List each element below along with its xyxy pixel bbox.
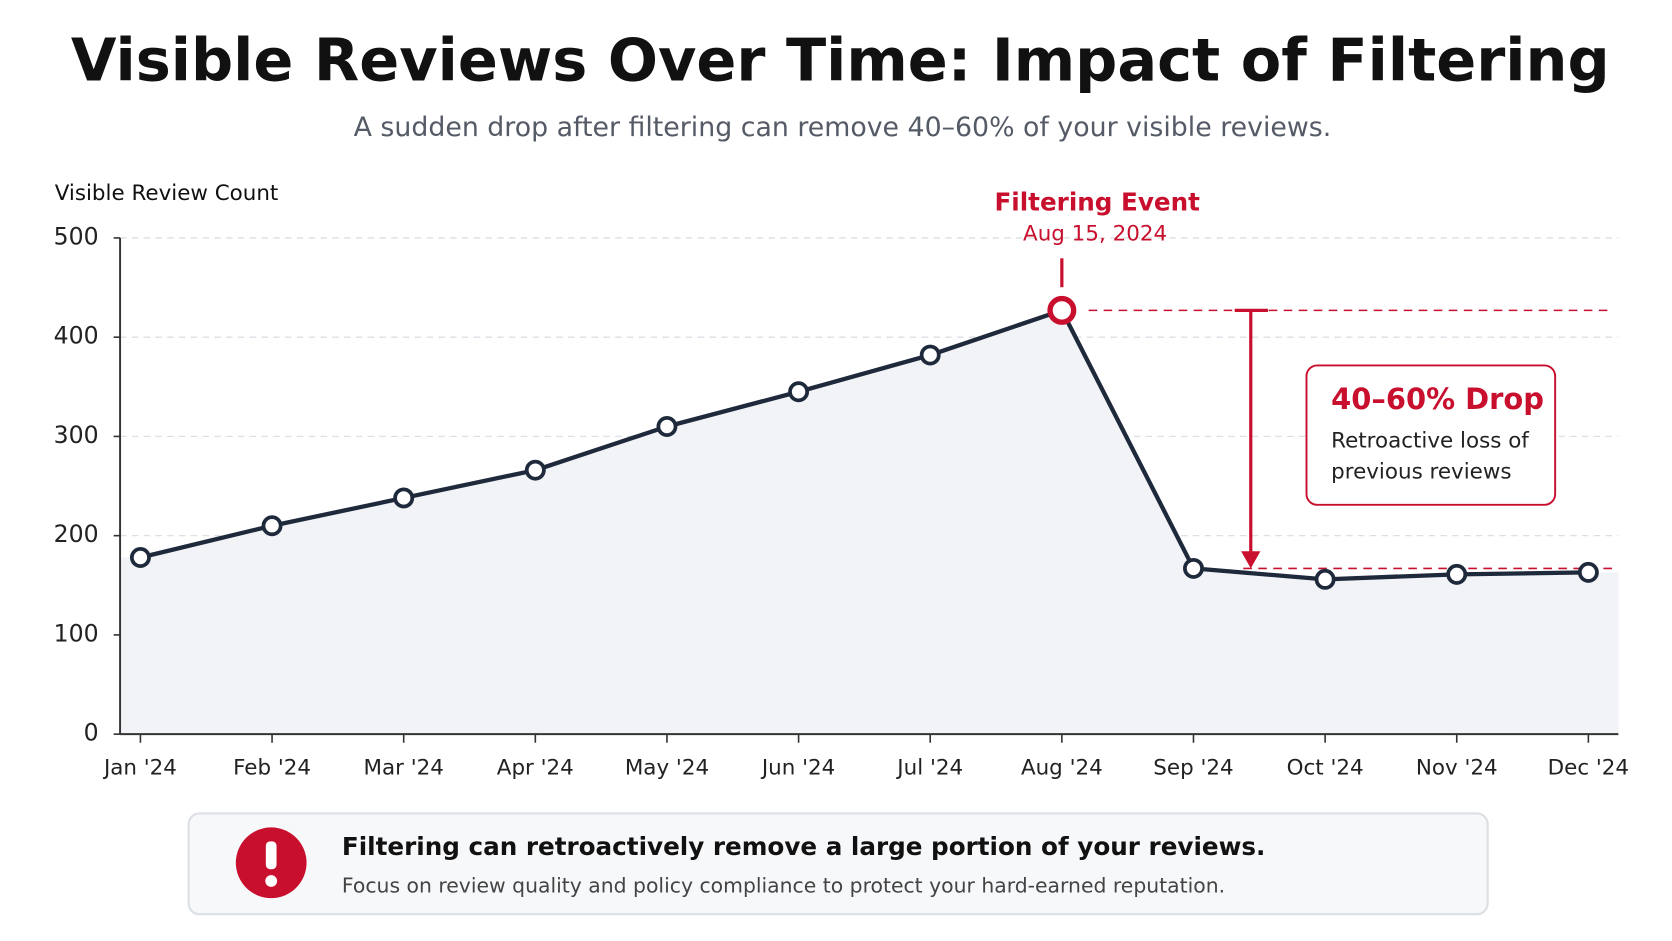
y-tick-label: 300 xyxy=(54,421,99,449)
point xyxy=(1183,557,1204,579)
y-tick-label: 400 xyxy=(54,322,99,350)
y-axis-label: Visible Review Count xyxy=(55,181,279,206)
x-tick-label: Jan '24 xyxy=(102,755,177,780)
x-tick-label: Jun '24 xyxy=(760,755,835,780)
callout-box xyxy=(187,812,1489,916)
event-title: Filtering Event xyxy=(994,188,1200,217)
drop-text: Retroactive loss of xyxy=(1331,429,1529,454)
callout-text: Focus on review quality and policy compl… xyxy=(342,873,1225,897)
y-tick-label: 0 xyxy=(84,719,99,747)
drop-box xyxy=(1305,364,1557,506)
point xyxy=(919,344,941,366)
event-date: Aug 15, 2024 xyxy=(1023,222,1167,247)
area xyxy=(120,310,1619,735)
x-tick-label: May '24 xyxy=(625,755,709,780)
y-tick-label: 500 xyxy=(54,222,99,250)
warning-icon-bar xyxy=(265,841,277,870)
drop-title: 40–60% Drop xyxy=(1331,382,1544,416)
warning-icon-dot xyxy=(265,875,278,887)
point xyxy=(524,459,546,481)
x-tick-label: Feb '24 xyxy=(233,755,311,780)
chart-subtitle: A sudden drop after filtering can remove… xyxy=(354,112,1332,143)
point xyxy=(788,381,810,403)
drop-text: previous reviews xyxy=(1331,460,1511,485)
point xyxy=(1314,568,1336,590)
x-tick-label: Dec '24 xyxy=(1548,755,1629,780)
drop-arrowhead xyxy=(1241,551,1261,569)
x-tick-label: Apr '24 xyxy=(497,755,574,780)
y-tick-label: 100 xyxy=(54,619,99,647)
x-tick-label: Aug '24 xyxy=(1021,755,1103,780)
point xyxy=(393,487,415,509)
callout-heading: Filtering can retroactively remove a lar… xyxy=(342,832,1266,861)
point xyxy=(1577,561,1599,583)
x-tick-label: Mar '24 xyxy=(364,755,444,780)
point xyxy=(656,416,678,437)
chart-title: Visible Reviews Over Time: Impact of Fil… xyxy=(71,25,1610,94)
x-tick-label: Nov '24 xyxy=(1416,755,1498,780)
point xyxy=(261,515,283,537)
y-tick-label: 200 xyxy=(54,520,99,548)
point xyxy=(1446,563,1468,585)
event-marker xyxy=(1047,295,1077,325)
line xyxy=(139,308,1589,582)
x-tick-label: Oct '24 xyxy=(1287,755,1364,780)
x-tick-label: Sep '24 xyxy=(1153,755,1233,780)
x-tick-label: Jul '24 xyxy=(895,755,963,780)
point xyxy=(129,547,151,568)
